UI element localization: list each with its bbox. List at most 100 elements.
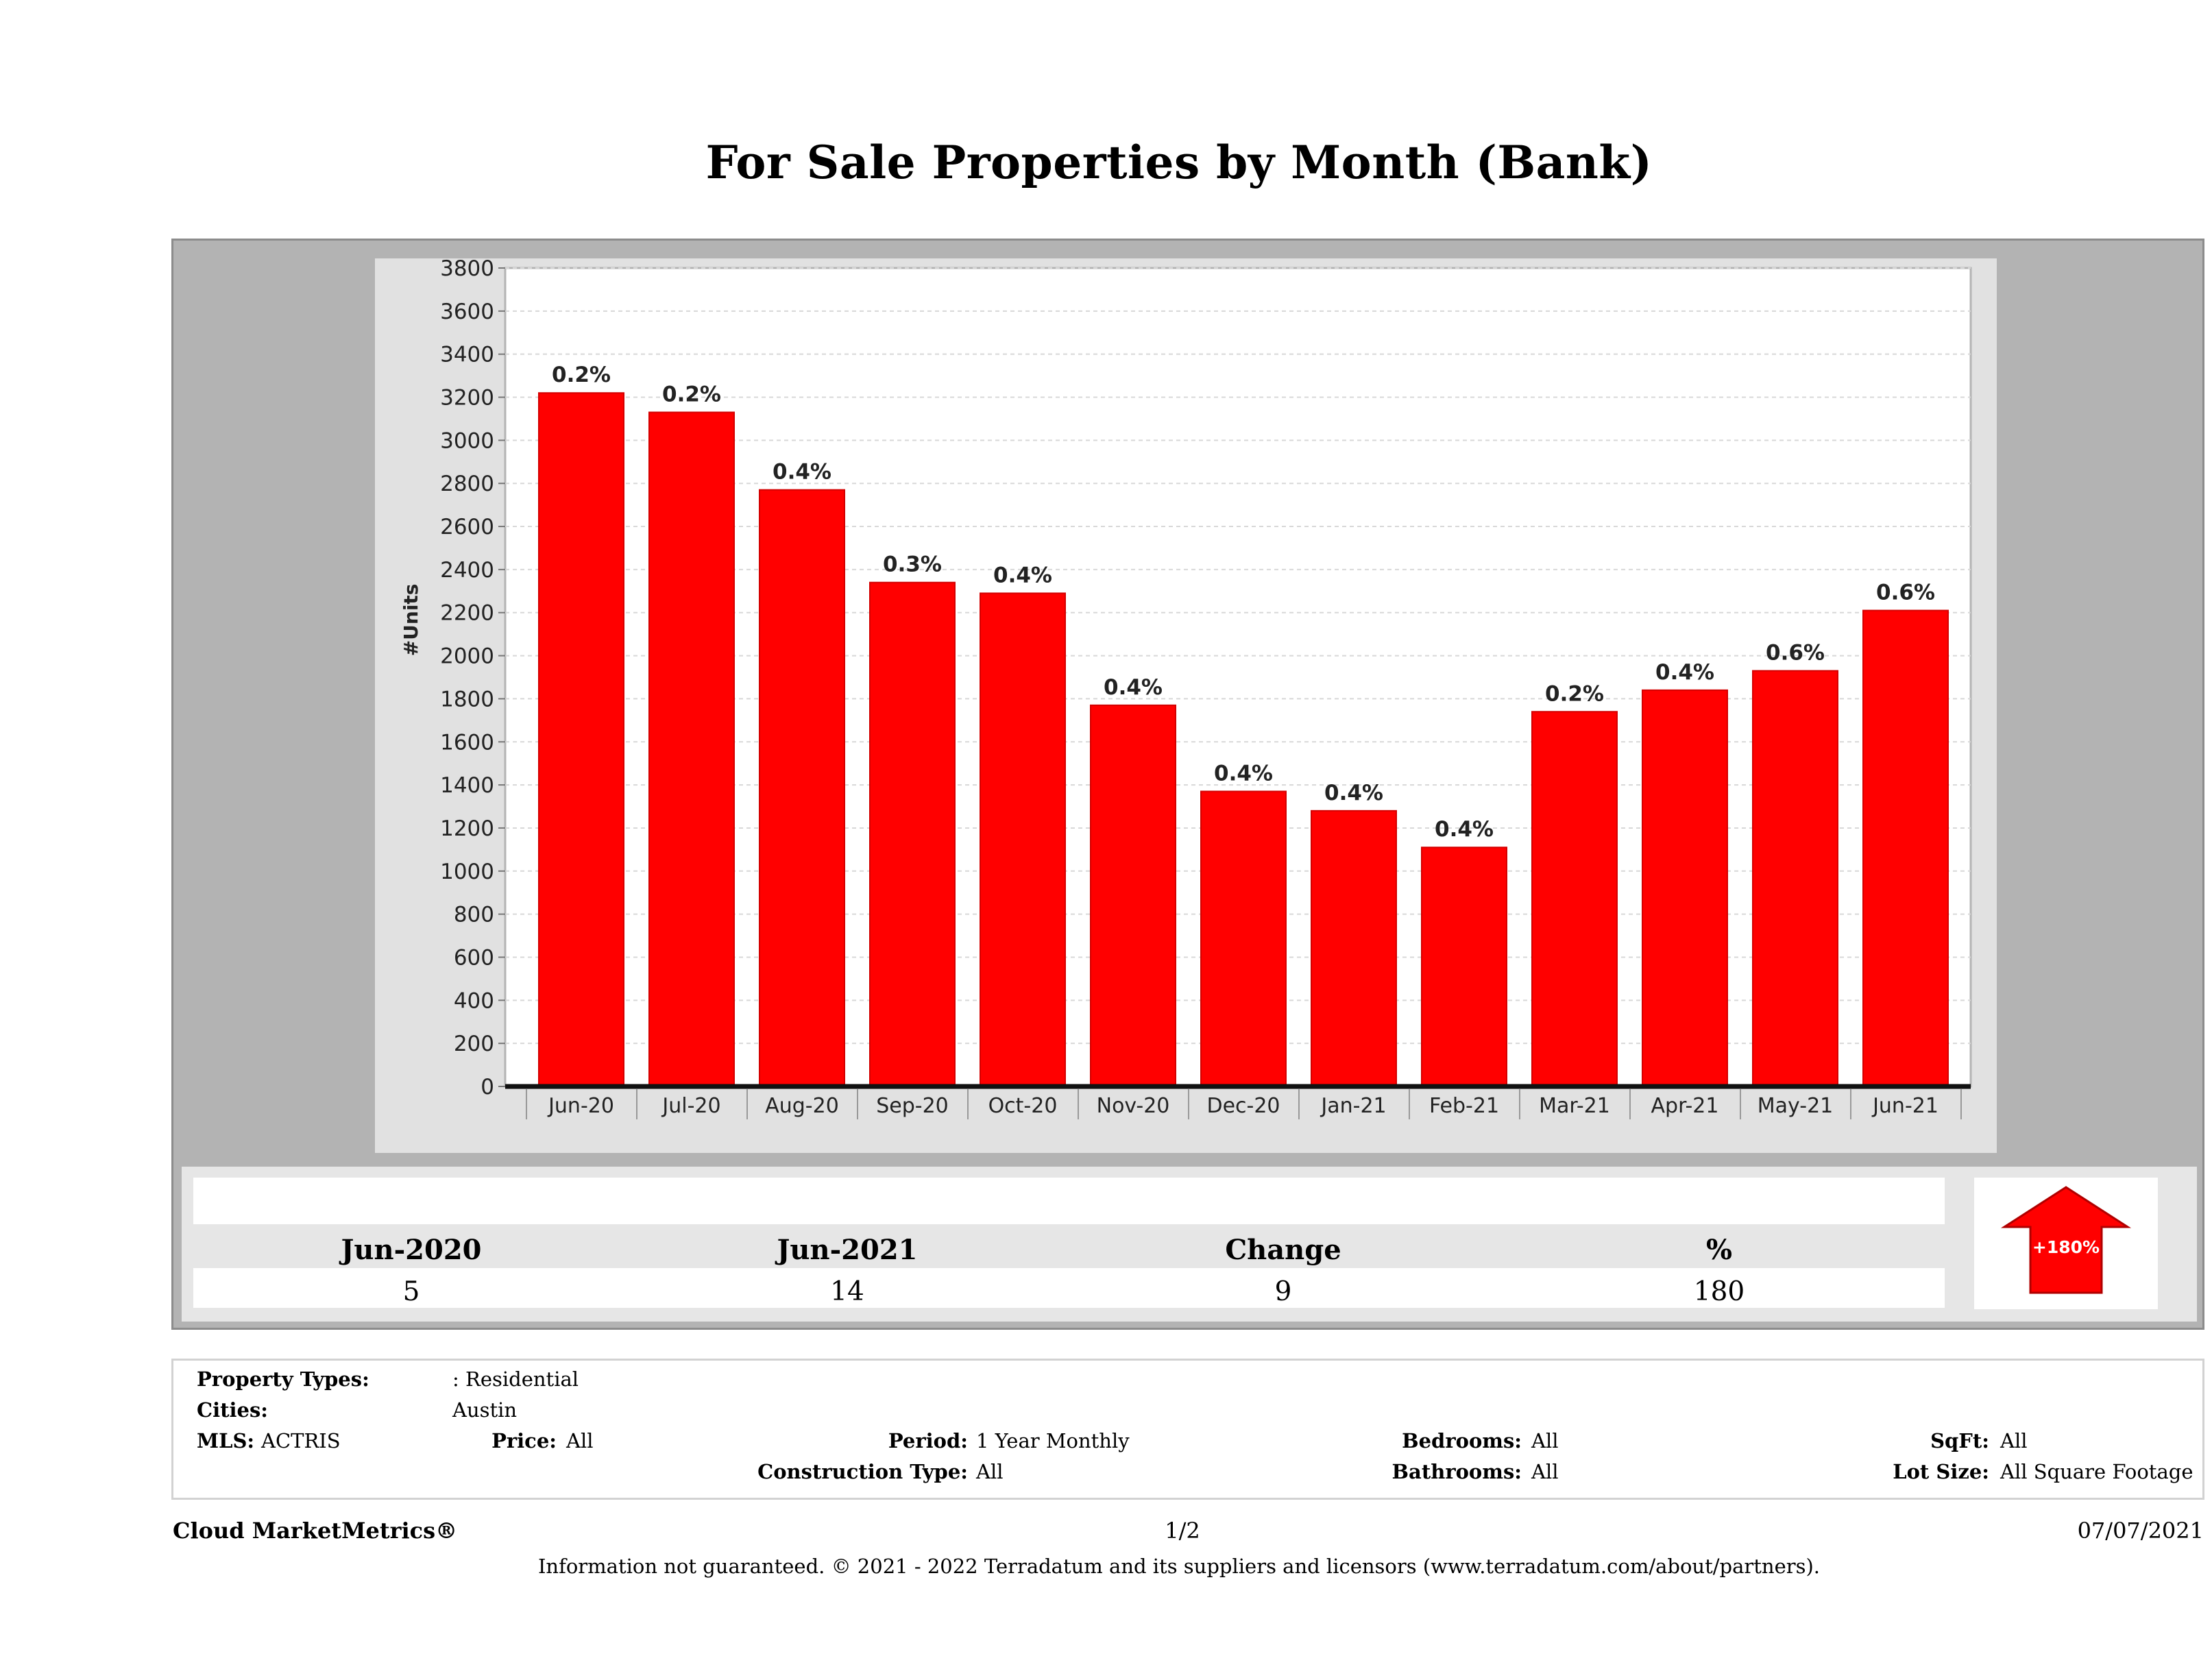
bar (980, 592, 1066, 1087)
bar (648, 411, 735, 1087)
property-types-label: Property Types: (197, 1367, 369, 1391)
bar (869, 581, 956, 1087)
summary-header-end: Jun-2021 (777, 1234, 918, 1266)
y-tick-label: 3400 (440, 343, 494, 367)
bar (1862, 609, 1949, 1087)
footer-disclaimer: Information not guaranteed. © 2021 - 202… (537, 1555, 1821, 1578)
footer-date: 07/07/2021 (2077, 1518, 2204, 1544)
lot-size-label: Lot Size: (1893, 1460, 1989, 1483)
y-tick-label: 800 (454, 903, 494, 927)
bathrooms-label: Bathrooms: (1391, 1460, 1522, 1483)
y-tick-label: 2000 (440, 644, 494, 669)
summary-header-percent: % (1705, 1234, 1732, 1266)
summary-blank-row (193, 1178, 1945, 1224)
construction-type-value: All (976, 1460, 1004, 1483)
x-tick-label: Jun-21 (1871, 1094, 1938, 1118)
x-tick-label: Sep-20 (876, 1094, 949, 1118)
y-tick-label: 2400 (440, 558, 494, 583)
footer-brand: Cloud MarketMetrics® (173, 1518, 458, 1544)
footer-page-number: 1/2 (1165, 1518, 1200, 1544)
bar-data-label: 0.4% (1324, 781, 1383, 805)
bar (538, 392, 624, 1087)
sqft-label: SqFt: (1930, 1429, 1989, 1452)
bar (1531, 711, 1618, 1087)
bedrooms-value: All (1531, 1429, 1559, 1452)
summary-value-percent: 180 (1693, 1276, 1745, 1307)
x-tick-label: May-21 (1758, 1094, 1834, 1118)
x-tick-label: Aug-20 (765, 1094, 839, 1118)
mls-label: MLS: (197, 1429, 255, 1452)
y-tick-label: 1200 (440, 816, 494, 841)
y-axis-label: #Units (400, 584, 422, 657)
bar (1090, 704, 1176, 1087)
bar-chart: 0 200 400 600 800 1000 1200 1400 1600 1800 2000 220… (400, 258, 1972, 1119)
summary-value-change: 9 (1274, 1276, 1292, 1307)
construction-type-label: Construction Type: (757, 1460, 968, 1483)
y-tick-label: 2800 (440, 472, 494, 496)
y-tick-label: 3600 (440, 300, 494, 324)
y-tick-label: 2200 (440, 601, 494, 626)
x-tick-label: Jun-20 (547, 1094, 614, 1118)
x-tick-label: Feb-21 (1429, 1094, 1499, 1118)
trend-arrow-box: +180% (1974, 1178, 2158, 1309)
bar (1421, 847, 1507, 1087)
y-tick-label: 2600 (440, 515, 494, 539)
bar-data-label: 0.2% (1545, 681, 1604, 706)
bar-data-label: 0.6% (1766, 641, 1825, 666)
y-tick-label: 3200 (440, 386, 494, 411)
trend-arrow-label: +180% (2032, 1237, 2100, 1257)
bar (1311, 810, 1397, 1088)
price-value: All (566, 1429, 594, 1452)
summary-value-end: 14 (830, 1276, 864, 1307)
x-tick-label: Mar-21 (1539, 1094, 1610, 1118)
bar (1752, 670, 1838, 1087)
x-tick-label: Jul-20 (661, 1094, 720, 1118)
x-tick-label: Dec-20 (1206, 1094, 1280, 1118)
bar (1200, 790, 1287, 1087)
x-tick-label: Oct-20 (988, 1094, 1058, 1118)
bar (1642, 689, 1728, 1087)
mls-value: ACTRIS (261, 1429, 341, 1452)
bar-data-label: 0.4% (1655, 660, 1714, 685)
bar-data-label: 0.4% (1435, 817, 1494, 842)
report-parameters (171, 1359, 2204, 1500)
property-types-value: : Residential (452, 1367, 579, 1391)
y-tick-label: 3000 (440, 428, 494, 453)
summary-header-change: Change (1225, 1234, 1341, 1266)
y-tick-label: 1400 (440, 773, 494, 798)
bedrooms-label: Bedrooms: (1402, 1429, 1522, 1452)
y-tick-label: 400 (454, 988, 494, 1013)
up-arrow-icon: +180% (2000, 1186, 2132, 1294)
period-label: Period: (888, 1429, 968, 1452)
summary-header-start: Jun-2020 (341, 1234, 482, 1266)
bar-data-label: 0.4% (1214, 762, 1273, 786)
x-tick-label: Apr-21 (1651, 1094, 1719, 1118)
y-tick-label: 3800 (440, 258, 494, 281)
cities-label: Cities: (197, 1398, 268, 1422)
y-tick-label: 200 (454, 1032, 494, 1056)
summary-value-start: 5 (402, 1276, 420, 1307)
y-tick-label: 600 (454, 945, 494, 970)
bar-data-label: 0.4% (993, 563, 1052, 587)
summary-value-row (193, 1268, 1945, 1308)
y-tick-label: 1600 (440, 730, 494, 755)
bar-data-label: 0.2% (662, 382, 721, 407)
bar-data-label: 0.4% (1104, 675, 1163, 700)
bar (759, 489, 845, 1087)
bar-data-label: 0.4% (773, 460, 831, 485)
period-value: 1 Year Monthly (976, 1429, 1130, 1452)
y-tick-label: 1000 (440, 860, 494, 884)
page-title: For Sale Properties by Month (Bank) (705, 136, 1653, 189)
y-tick-label: 0 (481, 1075, 494, 1099)
sqft-value: All (2000, 1429, 2028, 1452)
x-tick-label: Nov-20 (1097, 1094, 1170, 1118)
bar-data-label: 0.2% (552, 363, 611, 387)
lot-size-value: All Square Footage (2000, 1460, 2193, 1483)
price-label: Price: (491, 1429, 557, 1452)
bar-data-label: 0.6% (1876, 581, 1935, 605)
y-tick-label: 1800 (440, 687, 494, 712)
x-tick-label: Jan-21 (1320, 1094, 1386, 1118)
bar-data-label: 0.3% (883, 552, 942, 577)
bathrooms-value: All (1531, 1460, 1559, 1483)
cities-value: Austin (452, 1398, 518, 1422)
